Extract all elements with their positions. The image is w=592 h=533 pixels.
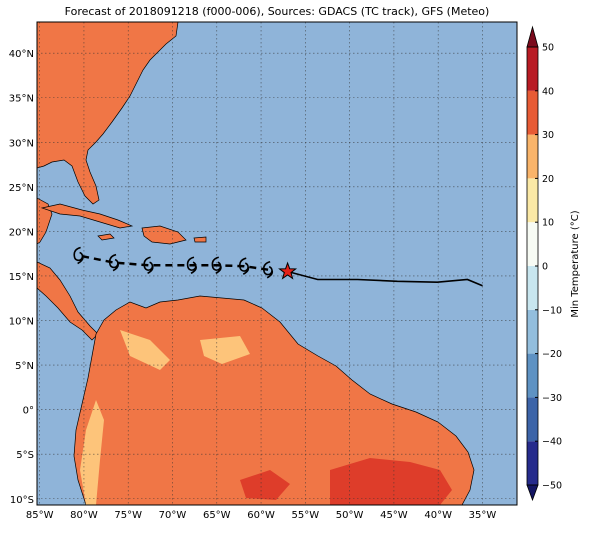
- storm-symbol: [211, 256, 222, 274]
- x-tick-label: 75°W: [114, 510, 142, 521]
- y-tick-label: 20°N: [9, 227, 34, 238]
- y-tick-label: 5°S: [16, 450, 34, 461]
- forecast-track: [78, 254, 269, 271]
- storm-symbol: [262, 260, 274, 279]
- y-tick-label: 5°N: [15, 361, 34, 372]
- title: Forecast of 2018091218 (f000-006), Sourc…: [65, 5, 490, 18]
- colorbar-tick-label: −50: [542, 481, 562, 492]
- colorbar-tick-label: −30: [542, 393, 562, 404]
- colorbar-segment: [527, 441, 538, 485]
- x-tick-label: 35°W: [469, 510, 497, 521]
- observed-track: [287, 270, 483, 287]
- colorbar-segment: [527, 397, 538, 442]
- colorbar-segment: [527, 353, 538, 398]
- south-america: [73, 295, 475, 505]
- storm-symbol: [73, 246, 84, 265]
- jamaica: [97, 233, 115, 241]
- hot-region: [330, 458, 452, 505]
- colorbar-tick-label: 30: [542, 130, 554, 141]
- x-tick-label: 60°W: [247, 510, 275, 521]
- graticule: [37, 22, 517, 505]
- storm-track: [73, 246, 483, 287]
- x-tick-label: 85°W: [26, 510, 54, 521]
- warm-region: [80, 400, 104, 505]
- hispaniola: [141, 225, 187, 245]
- x-tick-label: 65°W: [203, 510, 231, 521]
- axis-labels: 85°W 80°W 75°W 70°W 65°W 60°W 55°W 50°W 45°W 40°W…: [9, 49, 497, 521]
- y-tick-label: 15°N: [9, 272, 34, 283]
- colorbar-segment: [527, 134, 538, 179]
- colorbar-tick-label: 0: [542, 262, 548, 273]
- x-tick-label: 40°W: [424, 510, 452, 521]
- storm-symbol: [239, 257, 250, 275]
- central-america: [37, 261, 99, 341]
- y-tick-label: 35°N: [9, 94, 34, 105]
- y-tick-label: 10°N: [9, 317, 34, 328]
- colorbar-label: Min Temperature (°C): [570, 210, 581, 317]
- x-tick-label: 45°W: [380, 510, 408, 521]
- current-position: [278, 261, 298, 280]
- y-tick-label: 40°N: [9, 49, 34, 60]
- x-tick-label: 80°W: [70, 510, 98, 521]
- colorbar-tick-label: −20: [542, 349, 562, 360]
- y-tick-label: 0°: [23, 406, 34, 417]
- colorbar-extend-over: [526, 25, 539, 48]
- colorbar-tick-label: 50: [542, 43, 554, 54]
- colorbar-segment: [527, 178, 538, 223]
- x-tick-label: 70°W: [159, 510, 187, 521]
- x-tick-label: 50°W: [336, 510, 364, 521]
- warm-region: [200, 336, 250, 364]
- colorbar-tick-label: 20: [542, 174, 554, 185]
- cuba: [40, 203, 134, 229]
- colorbar-tick-label: 40: [542, 86, 554, 97]
- north-america: [37, 22, 179, 205]
- colorbar-segment: [527, 47, 538, 91]
- puerto-rico: [193, 236, 207, 243]
- colorbar-tick-label: −10: [542, 305, 562, 316]
- x-tick-label: 55°W: [292, 510, 320, 521]
- colorbar: −50 −40 −30 −20 −10 0 10 20 30 40 50: [526, 25, 562, 502]
- colorbar-segment: [527, 90, 538, 135]
- storm-symbol: [108, 253, 119, 272]
- y-tick-label: 10°S: [10, 495, 34, 506]
- colorbar-extend-under: [526, 484, 539, 502]
- storm-symbol: [186, 256, 197, 274]
- y-tick-label: 30°N: [9, 138, 34, 149]
- y-tick-label: 25°N: [9, 183, 34, 194]
- storm-symbol: [143, 256, 154, 274]
- warm-region: [120, 330, 170, 370]
- colorbar-segment: [527, 222, 538, 266]
- map: [37, 22, 517, 505]
- colorbar-tick-label: 10: [542, 218, 554, 229]
- colorbar-segment: [527, 266, 538, 310]
- colorbar-segment: [527, 309, 538, 354]
- map-frame: [36, 21, 518, 506]
- hot-region: [240, 470, 290, 500]
- colorbar-tick-label: −40: [542, 437, 562, 448]
